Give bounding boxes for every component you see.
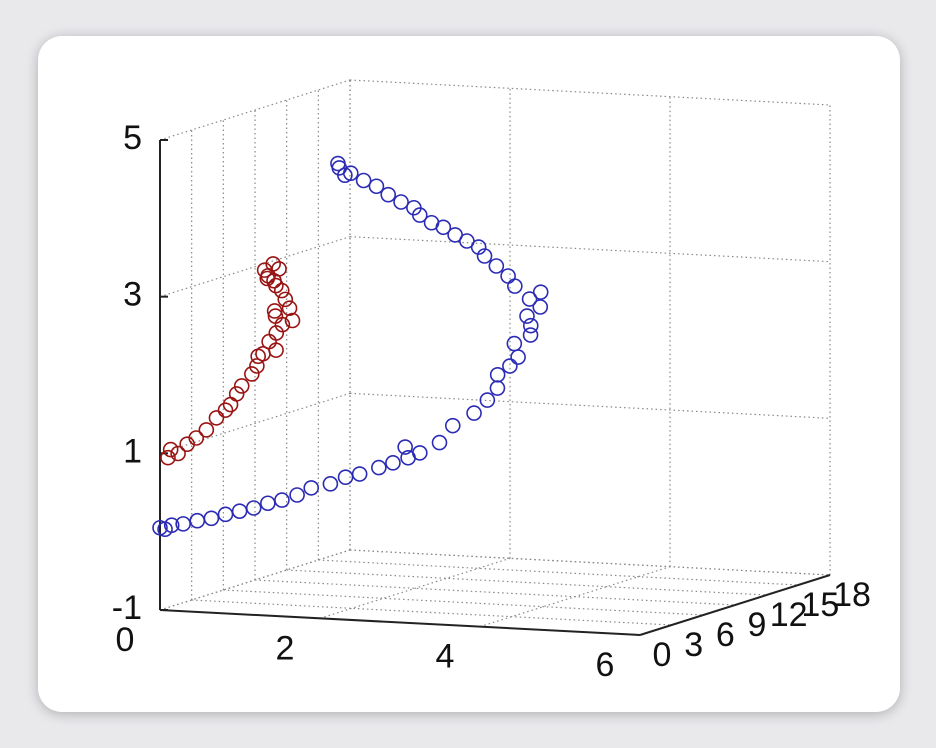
point	[355, 172, 372, 189]
grid-line	[349, 80, 831, 576]
point	[507, 278, 523, 294]
point	[532, 284, 549, 300]
point	[189, 512, 206, 529]
point	[260, 495, 276, 512]
point	[160, 449, 176, 466]
y-tick-label: 9	[748, 606, 767, 644]
point	[447, 227, 463, 243]
point	[163, 517, 180, 534]
point	[479, 392, 496, 408]
point	[261, 333, 277, 350]
y-tick-label: 15	[801, 586, 839, 624]
point	[259, 270, 276, 287]
point	[337, 167, 353, 184]
y-tick-label: 6	[716, 616, 735, 654]
y-tick-label: 0	[653, 636, 672, 674]
point	[203, 510, 220, 527]
grid-line	[286, 100, 767, 596]
x-tick-label: 6	[596, 646, 615, 684]
point	[217, 402, 234, 418]
x-tick-label: 2	[276, 629, 295, 667]
point	[380, 186, 397, 203]
point	[522, 327, 539, 343]
x-tick-label: 4	[436, 638, 455, 676]
y-tick-label: 3	[684, 626, 703, 664]
point	[267, 308, 284, 324]
point	[488, 258, 505, 274]
grid-line	[159, 236, 831, 298]
z-tick-label: -1	[112, 589, 142, 627]
point	[170, 445, 186, 462]
x-tick-label: 0	[116, 621, 135, 659]
point	[322, 476, 339, 492]
point	[489, 380, 506, 396]
card	[38, 36, 900, 712]
point	[489, 366, 506, 383]
grid-line	[317, 90, 799, 586]
point	[231, 503, 248, 519]
point	[532, 299, 549, 315]
point	[303, 480, 320, 496]
point	[466, 405, 482, 421]
point	[406, 199, 422, 216]
grid-line	[319, 88, 511, 619]
point	[351, 466, 368, 482]
point	[277, 291, 294, 308]
point	[217, 506, 234, 523]
point	[522, 317, 539, 334]
grid-line	[222, 120, 704, 616]
point	[423, 214, 440, 231]
y-tick-label: 12	[770, 596, 808, 634]
point	[188, 430, 205, 446]
grid-line	[479, 96, 671, 628]
point	[476, 248, 493, 264]
point	[281, 300, 298, 317]
point	[250, 348, 266, 365]
point	[431, 434, 448, 451]
grid-line	[159, 392, 831, 454]
grid-line	[254, 110, 736, 606]
point	[500, 268, 516, 284]
point	[249, 358, 265, 374]
point	[266, 303, 283, 319]
point	[162, 441, 179, 458]
point	[506, 335, 523, 352]
point	[244, 366, 260, 382]
grid-line	[639, 105, 831, 636]
point	[233, 378, 250, 394]
point	[510, 349, 526, 365]
y-axis	[639, 574, 831, 636]
point	[330, 155, 346, 172]
point	[368, 178, 385, 195]
z-tick-label: 5	[123, 119, 142, 157]
point	[397, 439, 413, 455]
point	[289, 487, 305, 503]
point	[393, 194, 409, 210]
z-tick-label: 3	[123, 276, 142, 314]
grid-line	[191, 130, 672, 626]
point	[208, 410, 225, 426]
x-axis	[159, 609, 641, 636]
point	[198, 422, 215, 438]
point	[284, 312, 301, 329]
point	[519, 308, 535, 324]
point	[444, 417, 461, 434]
point	[371, 459, 387, 476]
grid-line	[159, 140, 641, 636]
point	[412, 445, 428, 461]
point	[268, 342, 284, 358]
point	[502, 358, 518, 374]
y-tick-label: 18	[833, 576, 871, 614]
grid-line	[159, 79, 831, 141]
point	[274, 492, 290, 508]
z-tick-label: 1	[123, 432, 142, 470]
point	[245, 500, 262, 516]
point	[271, 261, 287, 277]
point	[385, 455, 401, 471]
point	[228, 386, 245, 402]
point	[521, 291, 538, 307]
